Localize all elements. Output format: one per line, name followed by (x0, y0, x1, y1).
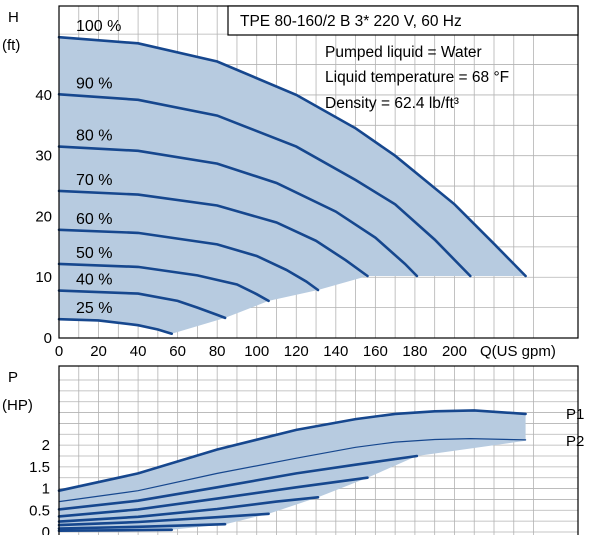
title-box-frame (227, 5, 579, 36)
x-tick-label: 120 (284, 343, 309, 360)
info-density: Density = 62.4 lb/ft³ (325, 95, 459, 112)
head-curve-labels: 100 % 90 % 80 % 70 % 60 % 50 % 40 % 25 % (76, 18, 121, 317)
x-tick-label: 100 (244, 343, 269, 360)
head-curve-40-pct (57, 289, 227, 320)
curve-label-60-pct: 60 % (76, 211, 112, 228)
head-axis-label: H (8, 9, 19, 26)
head-curve-70-pct (57, 189, 369, 278)
chart-title-box: TPE 80-160/2 B 3* 220 V, 60 Hz (227, 5, 579, 36)
power-curve-P1 (57, 409, 527, 492)
power-chart: P1 P2 P (HP) 0 0.5 1 1.5 2 (2, 365, 584, 540)
power-curve-labels: P1 P2 (566, 406, 584, 450)
x-tick-label: 200 (442, 343, 467, 360)
x-tick-label: 20 (90, 343, 107, 360)
power-y-ticks: 0 0.5 1 1.5 2 (29, 437, 50, 540)
x-tick-label: 0 (55, 343, 63, 360)
chart-title: TPE 80-160/2 B 3* 220 V, 60 Hz (240, 13, 462, 30)
power-curve-speed-4 (57, 496, 320, 523)
x-tick-label: 180 (402, 343, 427, 360)
info-pumped-liquid: Pumped liquid = Water (325, 44, 482, 61)
flow-axis-label: Q(US gpm) (480, 343, 556, 360)
curve-label-90-pct: 90 % (76, 75, 112, 92)
x-tick-label: 40 (130, 343, 147, 360)
x-tick-label: 140 (323, 343, 348, 360)
flow-x-ticks: 0 20 40 60 80 100 120 140 160 180 200 (55, 343, 467, 360)
power-axis-label: P (8, 369, 18, 386)
head-curve-50-pct (57, 262, 270, 303)
power-curve-speed-7 (57, 528, 173, 532)
power-curve-label-p2: P2 (566, 433, 584, 450)
head-operating-area (59, 37, 526, 334)
power-curve-speed-6 (57, 522, 227, 530)
head-curve-90-pct (57, 93, 472, 278)
x-tick-label: 60 (169, 343, 186, 360)
power-operating-area (59, 410, 526, 531)
head-y-ticks: 0 10 20 30 40 (35, 87, 52, 347)
curve-label-40-pct: 40 % (76, 272, 112, 289)
pumped-liquid-info: Pumped liquid = Water Liquid temperature… (325, 44, 509, 112)
y-tick-label: 0.5 (29, 502, 50, 519)
y-tick-label: 0 (42, 524, 50, 535)
power-axis-unit: (HP) (2, 397, 33, 414)
curve-label-25-pct: 25 % (76, 300, 112, 317)
info-liquid-temperature: Liquid temperature = 68 °F (325, 69, 509, 86)
y-tick-label: 1.5 (29, 459, 50, 476)
head-axis-unit: (ft) (2, 37, 20, 54)
head-curve-100-pct (57, 35, 527, 278)
curve-label-80-pct: 80 % (76, 128, 112, 145)
curve-label-70-pct: 70 % (76, 172, 112, 189)
head-curve-60-pct (57, 228, 320, 292)
y-tick-label: 40 (35, 87, 52, 104)
curve-label-100-pct: 100 % (76, 18, 121, 35)
power-curve-label-p1: P1 (566, 406, 584, 423)
head-curve-80-pct (57, 145, 419, 278)
power-curve-speed-5 (57, 512, 270, 527)
y-tick-label: 0 (44, 330, 52, 347)
head-chart: 100 % 90 % 80 % 70 % 60 % 50 % 40 % 25 % TPE 80… (2, 5, 579, 360)
y-tick-label: 2 (42, 437, 50, 454)
power-curve-speed-3 (57, 476, 369, 518)
y-tick-label: 10 (35, 269, 52, 286)
curve-label-50-pct: 50 % (76, 245, 112, 262)
x-tick-label: 160 (363, 343, 388, 360)
y-tick-label: 30 (35, 148, 52, 165)
y-tick-label: 1 (42, 481, 50, 498)
power-curves (57, 409, 527, 532)
power-curve-speed-2 (57, 454, 419, 511)
head-curves (57, 35, 527, 335)
x-tick-label: 80 (209, 343, 226, 360)
y-tick-label: 20 (35, 208, 52, 225)
power-curve-P2 (58, 437, 527, 503)
head-curve-25-pct (57, 317, 173, 335)
